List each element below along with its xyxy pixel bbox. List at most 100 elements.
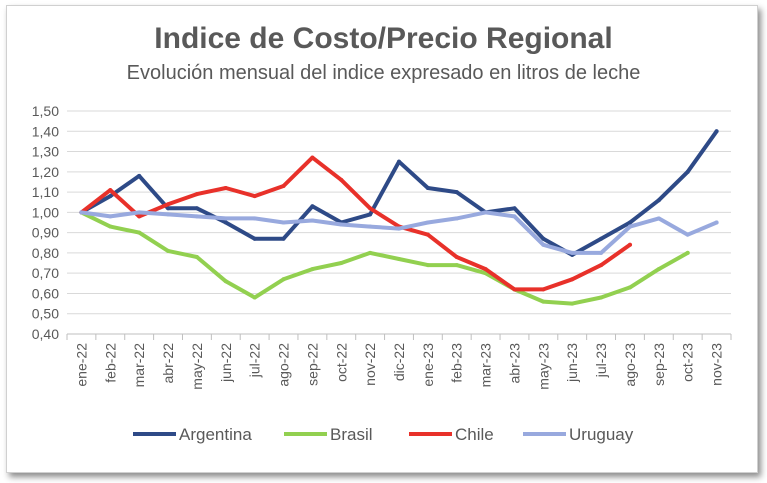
data-point-uruguay: [425, 220, 430, 225]
x-tick-label: oct-23: [680, 343, 696, 382]
data-point-uruguay: [223, 216, 228, 221]
data-point-brasil: [368, 250, 373, 255]
data-point-chile: [137, 214, 142, 219]
data-point-brasil: [397, 256, 401, 261]
data-point-brasil: [685, 250, 690, 255]
data-point-chile: [627, 242, 632, 247]
data-point-brasil: [425, 263, 430, 268]
data-point-brasil: [194, 254, 199, 259]
data-point-brasil: [281, 277, 286, 282]
y-tick-label: 0,70: [32, 265, 59, 281]
data-point-argentina: [454, 190, 459, 195]
data-point-argentina: [368, 212, 373, 217]
data-point-argentina: [166, 206, 171, 211]
data-point-uruguay: [108, 214, 113, 219]
data-point-uruguay: [714, 220, 719, 225]
y-tick-label: 0,50: [32, 306, 59, 322]
data-point-argentina: [425, 186, 430, 191]
y-tick-label: 1,00: [32, 204, 59, 220]
x-tick-label: sep-23: [651, 343, 667, 386]
x-tick-label: jul-22: [247, 343, 263, 378]
x-tick-label: abr-23: [506, 343, 522, 384]
data-point-uruguay: [512, 214, 517, 219]
data-point-uruguay: [570, 250, 575, 255]
x-tick-label: feb-23: [449, 343, 465, 383]
x-tick-label: may-22: [189, 343, 205, 390]
data-point-brasil: [137, 230, 142, 235]
y-axis-ticks: 0,40 0,50 0,60 0,70 0,80 0,90 1,00 1,10 1,20 1,30…: [32, 103, 59, 342]
x-tick-label: sep-22: [304, 343, 320, 386]
data-point-uruguay: [166, 212, 171, 217]
data-point-uruguay: [252, 216, 257, 221]
data-point-chile: [599, 263, 604, 268]
chart-subtitle: Evolución mensual del indice expresado e…: [126, 62, 641, 84]
data-point-argentina: [252, 236, 257, 241]
data-point-argentina: [656, 198, 661, 203]
data-point-uruguay: [79, 210, 84, 215]
x-tick-label: may-23: [535, 343, 551, 390]
y-tick-label: 1,50: [32, 103, 59, 119]
legend-label-chile: Chile: [455, 425, 494, 444]
x-axis: ene-22 feb-22 mar-22 abr-22 may-22 jun-22 jul-…: [66, 334, 732, 390]
data-point-chile: [108, 188, 113, 193]
data-point-brasil: [454, 263, 459, 268]
data-point-argentina: [541, 236, 546, 241]
x-tick-label: ene-22: [73, 343, 89, 387]
x-tick-label: nov-22: [362, 343, 378, 386]
data-point-chile: [166, 202, 171, 207]
data-point-argentina: [223, 220, 228, 225]
data-point-chile: [512, 287, 517, 292]
data-point-argentina: [281, 236, 286, 241]
data-point-chile: [339, 177, 344, 182]
x-tick-label: nov-23: [709, 343, 725, 386]
y-tick-label: 0,80: [32, 245, 59, 261]
data-point-chile: [425, 232, 430, 237]
data-point-argentina: [685, 169, 690, 174]
data-point-chile: [252, 194, 257, 199]
x-tick-label: jul-23: [593, 343, 609, 378]
data-point-uruguay: [627, 224, 632, 229]
data-point-brasil: [541, 299, 546, 304]
legend-label-uruguay: Uruguay: [569, 425, 634, 444]
data-point-uruguay: [310, 218, 315, 223]
data-point-uruguay: [339, 222, 344, 227]
x-tick-label: mar-23: [478, 343, 494, 388]
data-point-brasil: [223, 279, 228, 284]
data-point-argentina: [310, 204, 315, 209]
y-tick-label: 1,40: [32, 123, 59, 139]
legend-label-argentina: Argentina: [179, 425, 252, 444]
data-point-uruguay: [194, 214, 199, 219]
x-tick-label: oct-22: [333, 343, 349, 382]
data-point-chile: [570, 277, 575, 282]
data-point-argentina: [627, 220, 632, 225]
data-point-chile: [541, 287, 546, 292]
y-tick-label: 0,60: [32, 285, 59, 301]
chart-title: Indice de Costo/Precio Regional: [154, 22, 613, 55]
data-point-uruguay: [541, 242, 546, 247]
data-point-brasil: [570, 301, 575, 306]
chart-frame: [6, 5, 758, 473]
data-point-uruguay: [281, 220, 286, 225]
data-point-argentina: [108, 194, 113, 199]
x-tick-label: ago-23: [622, 343, 638, 387]
data-point-argentina: [599, 236, 604, 241]
legend: Argentina Brasil Chile Uruguay: [133, 425, 634, 444]
data-point-chile: [310, 155, 315, 160]
data-point-uruguay: [599, 250, 604, 255]
data-point-brasil: [166, 248, 171, 253]
series-line-brasil: [79, 210, 690, 306]
data-point-argentina: [512, 206, 517, 211]
data-point-uruguay: [137, 210, 142, 215]
data-point-brasil: [252, 295, 257, 300]
data-point-uruguay: [483, 210, 488, 215]
y-tick-label: 1,30: [32, 144, 59, 160]
data-point-chile: [368, 206, 373, 211]
y-tick-label: 1,10: [32, 184, 59, 200]
data-point-brasil: [108, 224, 113, 229]
data-point-argentina: [137, 173, 142, 178]
data-point-chile: [281, 184, 286, 189]
x-tick-label: ago-22: [276, 343, 292, 387]
data-point-uruguay: [685, 232, 690, 237]
data-point-argentina: [714, 129, 719, 134]
data-point-brasil: [310, 267, 315, 272]
